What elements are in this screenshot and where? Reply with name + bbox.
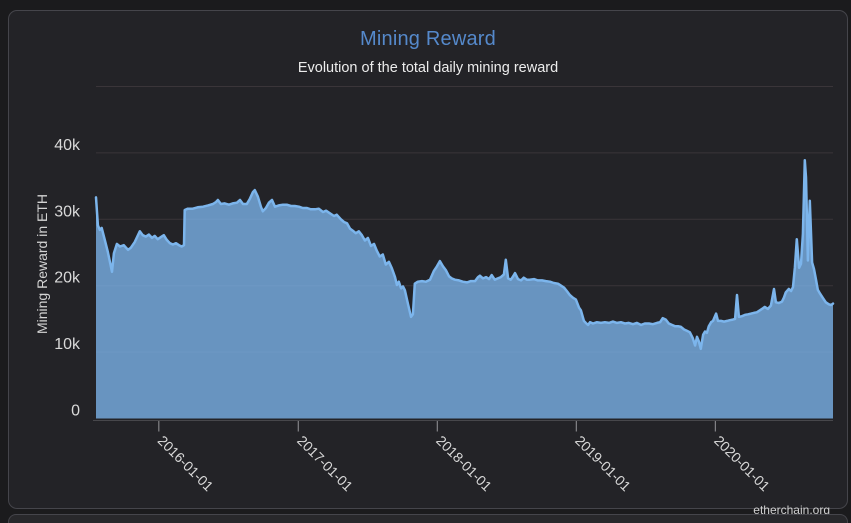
- x-tick-label: 2020-01-01: [711, 432, 773, 494]
- next-panel-top-edge: [8, 514, 848, 523]
- area-fill: [96, 160, 833, 419]
- x-tick-label: 2019-01-01: [572, 432, 634, 494]
- x-tick-label: 2018-01-01: [433, 432, 495, 494]
- area-line: [94, 158, 835, 351]
- y-tick-label: 40k: [54, 137, 81, 154]
- chart-subtitle: Evolution of the total daily mining rewa…: [297, 60, 559, 76]
- x-tick-label: 2017-01-01: [294, 432, 356, 494]
- watermark-link[interactable]: etherchain.org: [753, 503, 830, 517]
- chart-title: Mining Reward: [360, 28, 496, 50]
- y-tick-label: 20k: [54, 270, 81, 287]
- x-tick-label: 2016-01-01: [155, 432, 217, 494]
- y-tick-label: 10k: [54, 336, 81, 353]
- y-tick-label: 0: [71, 403, 80, 420]
- y-tick-label: 30k: [54, 203, 81, 220]
